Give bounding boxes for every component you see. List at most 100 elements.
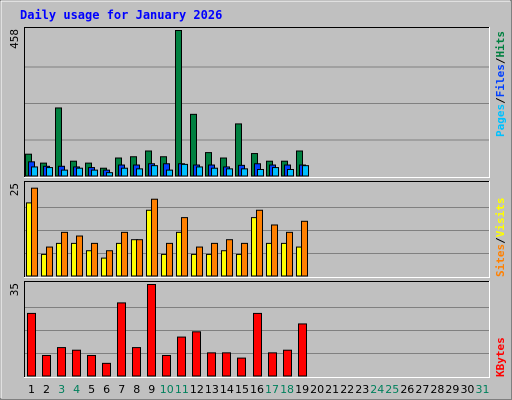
legend-files: Files: [494, 64, 507, 97]
bar-hits-day-11: [175, 30, 182, 177]
panel-visits-sites: 25: [8, 181, 490, 278]
bar-kbytes-day-17: [268, 352, 277, 377]
bar-sites-day-5: [91, 242, 98, 277]
bar-kbytes-day-3: [57, 347, 66, 377]
legend-pages: Pages: [494, 104, 507, 137]
x-tick-label-day: 23: [355, 383, 369, 396]
bar-sites-day-17: [271, 224, 278, 277]
x-tick-label-day: 28: [430, 383, 444, 396]
bar-kbytes-day-15: [237, 357, 246, 377]
bar-pages-day-1: [31, 166, 38, 177]
bar-sites-day-16: [256, 209, 263, 277]
bar-kbytes-day-9: [147, 284, 156, 377]
bar-sites-day-7: [121, 231, 128, 277]
bar-sites-day-19: [301, 220, 308, 277]
x-tick-label-day: 30: [460, 383, 474, 396]
bar-pages-day-16: [257, 168, 264, 177]
legend-kbytes: KBytes: [494, 337, 507, 377]
chart-panels: 458 25 35: [8, 27, 490, 378]
bar-sites-day-4: [76, 235, 83, 277]
bar-kbytes-day-8: [132, 347, 141, 377]
x-tick-label-day: 12: [190, 383, 204, 396]
x-tick-label-day: 21: [325, 383, 339, 396]
bar-kbytes-day-14: [222, 352, 231, 377]
x-tick-label-day: 8: [133, 383, 140, 396]
legend-separator: /: [494, 57, 507, 64]
panel-max-label: 35: [8, 283, 21, 296]
bar-pages-day-7: [121, 167, 128, 177]
bar-sites-day-9: [151, 198, 158, 277]
x-tick-label-day: 24: [370, 383, 384, 396]
bar-kbytes-day-5: [87, 354, 96, 377]
x-tick-label-day: 9: [148, 383, 155, 396]
bar-pages-day-8: [136, 168, 143, 177]
x-tick-label-day: 29: [445, 383, 459, 396]
bar-pages-day-3: [61, 169, 68, 177]
panel-kbytes: 35: [8, 281, 490, 378]
bar-sites-day-2: [46, 246, 53, 277]
legend-sites: Sites: [494, 244, 507, 277]
bar-kbytes-day-4: [72, 349, 81, 377]
bar-sites-day-13: [211, 242, 218, 277]
x-tick-label-day: 17: [265, 383, 279, 396]
bar-sites-day-11: [181, 217, 188, 277]
bar-pages-day-9: [151, 165, 158, 177]
bar-kbytes-day-11: [177, 336, 186, 377]
x-tick-label-day: 14: [220, 383, 234, 396]
bar-hits-day-3: [55, 107, 62, 177]
bar-kbytes-day-13: [207, 352, 216, 377]
bar-pages-day-14: [226, 168, 233, 177]
bar-pages-day-4: [76, 167, 83, 177]
bar-sites-day-14: [226, 239, 233, 277]
bar-sites-day-10: [166, 242, 173, 277]
legend-hits: Hits: [494, 31, 507, 58]
legend-separator: /: [494, 237, 507, 244]
x-tick-label-day: 13: [205, 383, 219, 396]
legend-sites-visits: Sites/Visits: [494, 198, 507, 278]
x-tick-label-day: 18: [280, 383, 294, 396]
bar-sites-day-1: [31, 187, 38, 277]
bar-sites-day-8: [136, 239, 143, 277]
legend-visits: Visits: [494, 198, 507, 238]
bar-sites-day-15: [241, 242, 248, 277]
x-tick-label-day: 19: [295, 383, 309, 396]
bar-kbytes-day-6: [102, 362, 111, 377]
bar-kbytes-day-1: [27, 312, 36, 377]
bar-pages-day-5: [91, 169, 98, 177]
legend-kbytes: KBytes: [494, 337, 507, 377]
bar-pages-day-17: [272, 167, 279, 177]
bar-sites-day-18: [286, 231, 293, 277]
bar-pages-day-2: [46, 167, 53, 177]
x-tick-label-day: 20: [310, 383, 324, 396]
panel-max-label: 458: [8, 29, 21, 49]
bar-pages-day-6: [106, 172, 113, 177]
chart-title: Daily usage for January 2026: [20, 8, 222, 22]
x-tick-label-day: 16: [250, 383, 264, 396]
bar-pages-day-15: [241, 168, 248, 177]
x-tick-label-day: 22: [340, 383, 354, 396]
bar-pages-day-19: [302, 165, 309, 177]
legend-pages-files-hits: Pages/Files/Hits: [494, 31, 507, 137]
bar-sites-day-6: [106, 250, 113, 277]
x-tick-label-day: 26: [400, 383, 414, 396]
legend-separator: /: [494, 97, 507, 104]
bar-kbytes-day-12: [192, 331, 201, 377]
panel-hits-files-pages: 458: [8, 27, 490, 178]
bar-sites-day-3: [61, 231, 68, 277]
x-tick-label-day: 4: [73, 383, 80, 396]
bar-kbytes-day-19: [298, 323, 307, 377]
x-tick-label-day: 25: [385, 383, 399, 396]
x-tick-label-day: 15: [235, 383, 249, 396]
x-tick-label-day: 7: [118, 383, 125, 396]
panel-background: [24, 27, 490, 178]
x-tick-label-day: 5: [88, 383, 95, 396]
x-tick-label-day: 27: [415, 383, 429, 396]
x-axis-day-labels: 1 2 3 4 5 6 7 8 9 10 11 12 13 14 15 16 17 18 19 20 21 22 23 24 2…: [28, 383, 489, 396]
bar-pages-day-13: [211, 167, 218, 177]
bar-pages-day-10: [166, 169, 173, 177]
x-tick-label-day: 2: [43, 383, 50, 396]
bar-pages-day-18: [287, 168, 294, 177]
bar-pages-day-12: [196, 166, 203, 177]
